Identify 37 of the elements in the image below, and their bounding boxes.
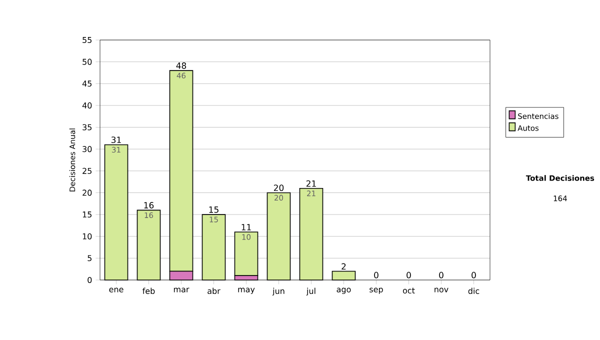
total-label: 0 xyxy=(472,272,476,278)
total-label: 15 xyxy=(209,206,218,213)
total-label: 0 xyxy=(374,272,378,278)
y-tick-label: 35 xyxy=(82,124,92,130)
y-tick-label: 40 xyxy=(82,102,92,108)
x-tick-label: ago xyxy=(336,288,351,294)
total-label: 20 xyxy=(274,184,284,192)
x-tick-label: jul xyxy=(306,288,316,296)
y-tick-label: 30 xyxy=(82,146,92,152)
x-tick-label: jun xyxy=(272,288,284,296)
total-label: 0 xyxy=(439,272,444,278)
x-tick-label: ene xyxy=(109,288,124,292)
x-tick-label: oct xyxy=(402,288,415,294)
y-tick-label: 0 xyxy=(88,276,92,284)
y-tick-label: 10 xyxy=(82,233,92,240)
total-label: 21 xyxy=(306,180,316,187)
bar xyxy=(234,232,258,276)
total-label: 2 xyxy=(342,263,346,270)
y-tick-label: 50 xyxy=(82,58,92,65)
total-label: 31 xyxy=(111,136,121,144)
y-tick-label: 5 xyxy=(88,255,92,262)
y-tick-label: 45 xyxy=(82,80,92,87)
x-tick-label: nov xyxy=(434,288,448,292)
y-tick-label: 15 xyxy=(82,212,92,218)
x-tick-label: abr xyxy=(208,288,220,294)
y-tick-label: 55 xyxy=(82,37,92,43)
y-tick-label: 25 xyxy=(82,168,92,174)
x-tick-label: feb xyxy=(142,288,155,294)
total-label: 0 xyxy=(406,272,411,278)
x-tick-label: dic xyxy=(468,288,480,294)
x-tick-label: may xyxy=(238,288,255,294)
total-label: 48 xyxy=(176,62,186,69)
total-label: 16 xyxy=(144,202,154,208)
total-label: 11 xyxy=(242,224,251,230)
x-tick-label: mar xyxy=(174,288,190,292)
y-tick-label: 20 xyxy=(82,190,92,196)
x-tick-label: sep xyxy=(370,288,383,294)
